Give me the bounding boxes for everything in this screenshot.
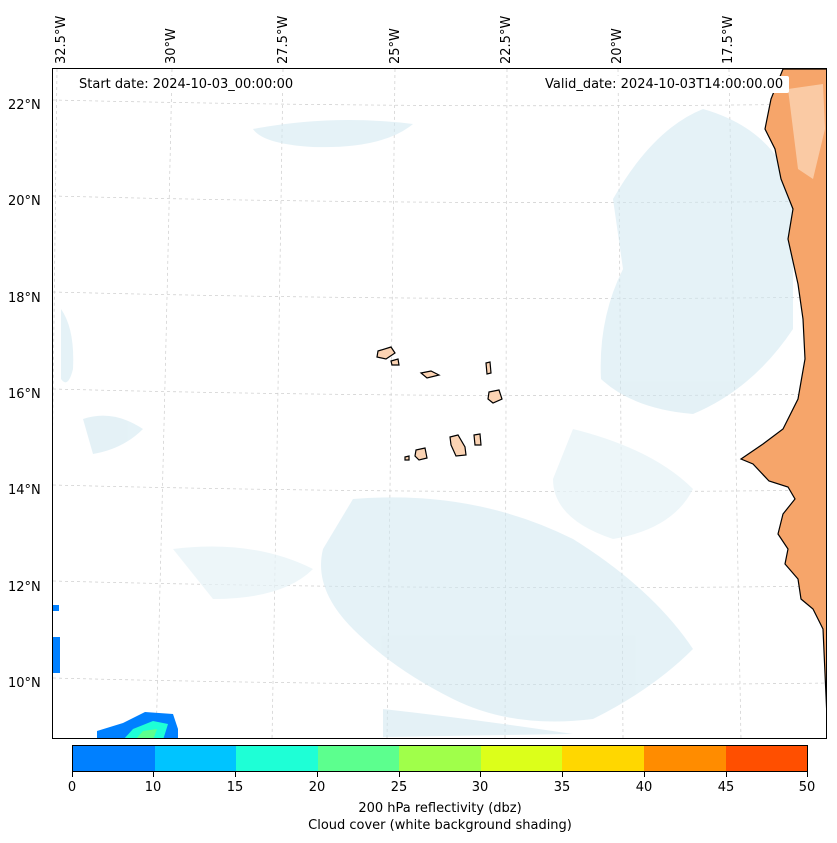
colorbar-segment	[236, 746, 318, 771]
colorbar-tick-label: 40	[635, 780, 653, 795]
colorbar-tick-label: 45	[717, 780, 735, 795]
island-sal	[485, 361, 492, 375]
cloud-cover-light	[173, 429, 693, 599]
colorbar-segment	[643, 746, 726, 771]
latitude-label-20n: 20°N	[8, 194, 41, 209]
colorbar-tick-label: 25	[390, 780, 408, 795]
reflectivity-patch-south-mid	[124, 721, 168, 738]
island-boa-vista	[487, 389, 503, 404]
longitude-label-17-5w: 17.5°W	[721, 15, 736, 64]
colorbar-tick-label: 0	[67, 780, 77, 795]
longitude-label-32-5w: 32.5°W	[54, 15, 69, 64]
colorbar-tick	[399, 772, 400, 777]
valid-date-box: Valid_date: 2024-10-03T14:00:00.00	[539, 76, 790, 93]
latitude-label-12n: 12°N	[8, 580, 41, 595]
latitude-label-14n: 14°N	[8, 483, 41, 498]
island-santiago	[449, 434, 467, 457]
cloud-cover-shading	[61, 109, 793, 737]
colorbar-segment	[317, 746, 400, 771]
west-africa-land-light	[788, 84, 825, 179]
colorbar-segment	[562, 746, 644, 771]
colorbar-tick	[480, 772, 481, 777]
latitude-label-22n: 22°N	[8, 98, 41, 113]
reflectivity-patches	[53, 605, 178, 738]
colorbar-tick-label: 30	[471, 780, 489, 795]
longitude-label-27-5w: 27.5°W	[276, 15, 291, 64]
colorbar-segment	[725, 746, 808, 771]
colorbar-tick	[153, 772, 154, 777]
longitude-label-30w: 30°W	[164, 28, 179, 64]
colorbar-tick	[726, 772, 727, 777]
latitude-label-10n: 10°N	[8, 676, 41, 691]
reflectivity-patch-west-small	[53, 605, 59, 611]
latitude-label-16n: 16°N	[8, 387, 41, 402]
colorbar-tick	[317, 772, 318, 777]
island-fogo	[414, 447, 428, 461]
colorbar-tick-label: 20	[308, 780, 326, 795]
island-brava	[404, 455, 410, 461]
colorbar-sublabel: Cloud cover (white background shading)	[308, 818, 572, 833]
colorbar-segment	[154, 746, 237, 771]
colorbar-segment	[73, 746, 155, 771]
longitude-label-22-5w: 22.5°W	[499, 15, 514, 64]
island-sao-vicente	[390, 358, 400, 366]
reflectivity-patch-west-strip	[53, 637, 60, 673]
longitude-label-25w: 25°W	[388, 28, 403, 64]
start-date-box: Start date: 2024-10-03_00:00:00	[73, 76, 300, 93]
island-maio	[473, 433, 482, 446]
reflectivity-colorbar	[72, 745, 808, 772]
latitude-label-18n: 18°N	[8, 291, 41, 306]
map-panel[interactable]	[52, 68, 827, 739]
colorbar-tick	[72, 772, 73, 777]
map-canvas	[53, 69, 826, 738]
colorbar-label: 200 hPa reflectivity (dbz)	[358, 801, 522, 816]
colorbar-tick-label: 10	[144, 780, 162, 795]
colorbar-tick	[562, 772, 563, 777]
island-santo-antao	[376, 346, 396, 360]
colorbar-tick	[644, 772, 645, 777]
colorbar-tick-label: 15	[226, 780, 244, 795]
island-sao-nicolau	[419, 370, 441, 379]
colorbar-segment	[480, 746, 563, 771]
longitude-label-20w: 20°W	[610, 28, 625, 64]
colorbar-tick	[235, 772, 236, 777]
colorbar-segment	[399, 746, 481, 771]
colorbar-tick-label: 35	[553, 780, 571, 795]
colorbar-tick	[807, 772, 808, 777]
cape-verde-islands	[376, 346, 503, 461]
west-africa-land	[739, 69, 826, 709]
colorbar-tick-label: 50	[798, 780, 816, 795]
reflectivity-patch-south-core	[136, 729, 157, 738]
